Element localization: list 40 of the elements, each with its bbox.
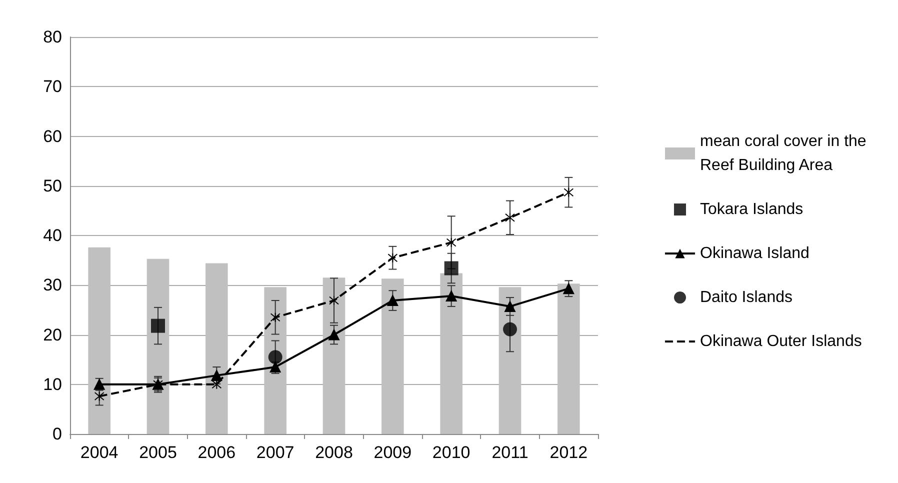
legend-label: Okinawa Outer Islands	[700, 333, 862, 350]
y-tick-label: 0	[52, 424, 62, 444]
point	[387, 295, 398, 306]
y-tick-label: 40	[43, 226, 62, 245]
legend-label: mean coral cover in the Reef Building Area	[700, 133, 871, 174]
legend-label: Okinawa Island	[700, 245, 810, 262]
point	[329, 296, 339, 306]
y-tick-label: 20	[43, 325, 62, 344]
point	[503, 322, 517, 336]
point	[388, 252, 398, 263]
point	[270, 312, 280, 322]
point	[94, 391, 104, 402]
point	[268, 350, 282, 364]
point	[505, 212, 515, 223]
x-tick-label: 2005	[139, 443, 177, 462]
x-tick-label: 2010	[432, 443, 470, 462]
x-tick-label: 2009	[374, 443, 412, 462]
y-tick-label: 10	[43, 374, 62, 394]
point	[444, 261, 458, 276]
point	[151, 318, 165, 333]
point	[504, 300, 516, 312]
point	[563, 283, 574, 294]
y-tick-label: 50	[43, 176, 62, 196]
point	[446, 237, 456, 248]
y-tick-label: 70	[43, 77, 62, 96]
x-tick-label: 2008	[315, 443, 353, 462]
x-tick-label: 2004	[80, 443, 118, 462]
y-tick-label: 60	[43, 126, 62, 146]
x-tick-label: 2012	[550, 443, 588, 462]
point	[328, 329, 340, 340]
y-tick-label: 30	[43, 276, 62, 295]
point	[211, 370, 222, 381]
y-tick-label: 80	[43, 28, 62, 46]
x-tick-label: 2006	[198, 443, 236, 462]
x-tick-label: 2007	[256, 443, 294, 462]
legend-label: Tokara Islands	[700, 201, 804, 218]
point	[564, 187, 574, 198]
point	[446, 290, 457, 302]
x-tick-label: 2011	[492, 443, 528, 462]
legend-label: Daito Islands	[700, 289, 792, 306]
